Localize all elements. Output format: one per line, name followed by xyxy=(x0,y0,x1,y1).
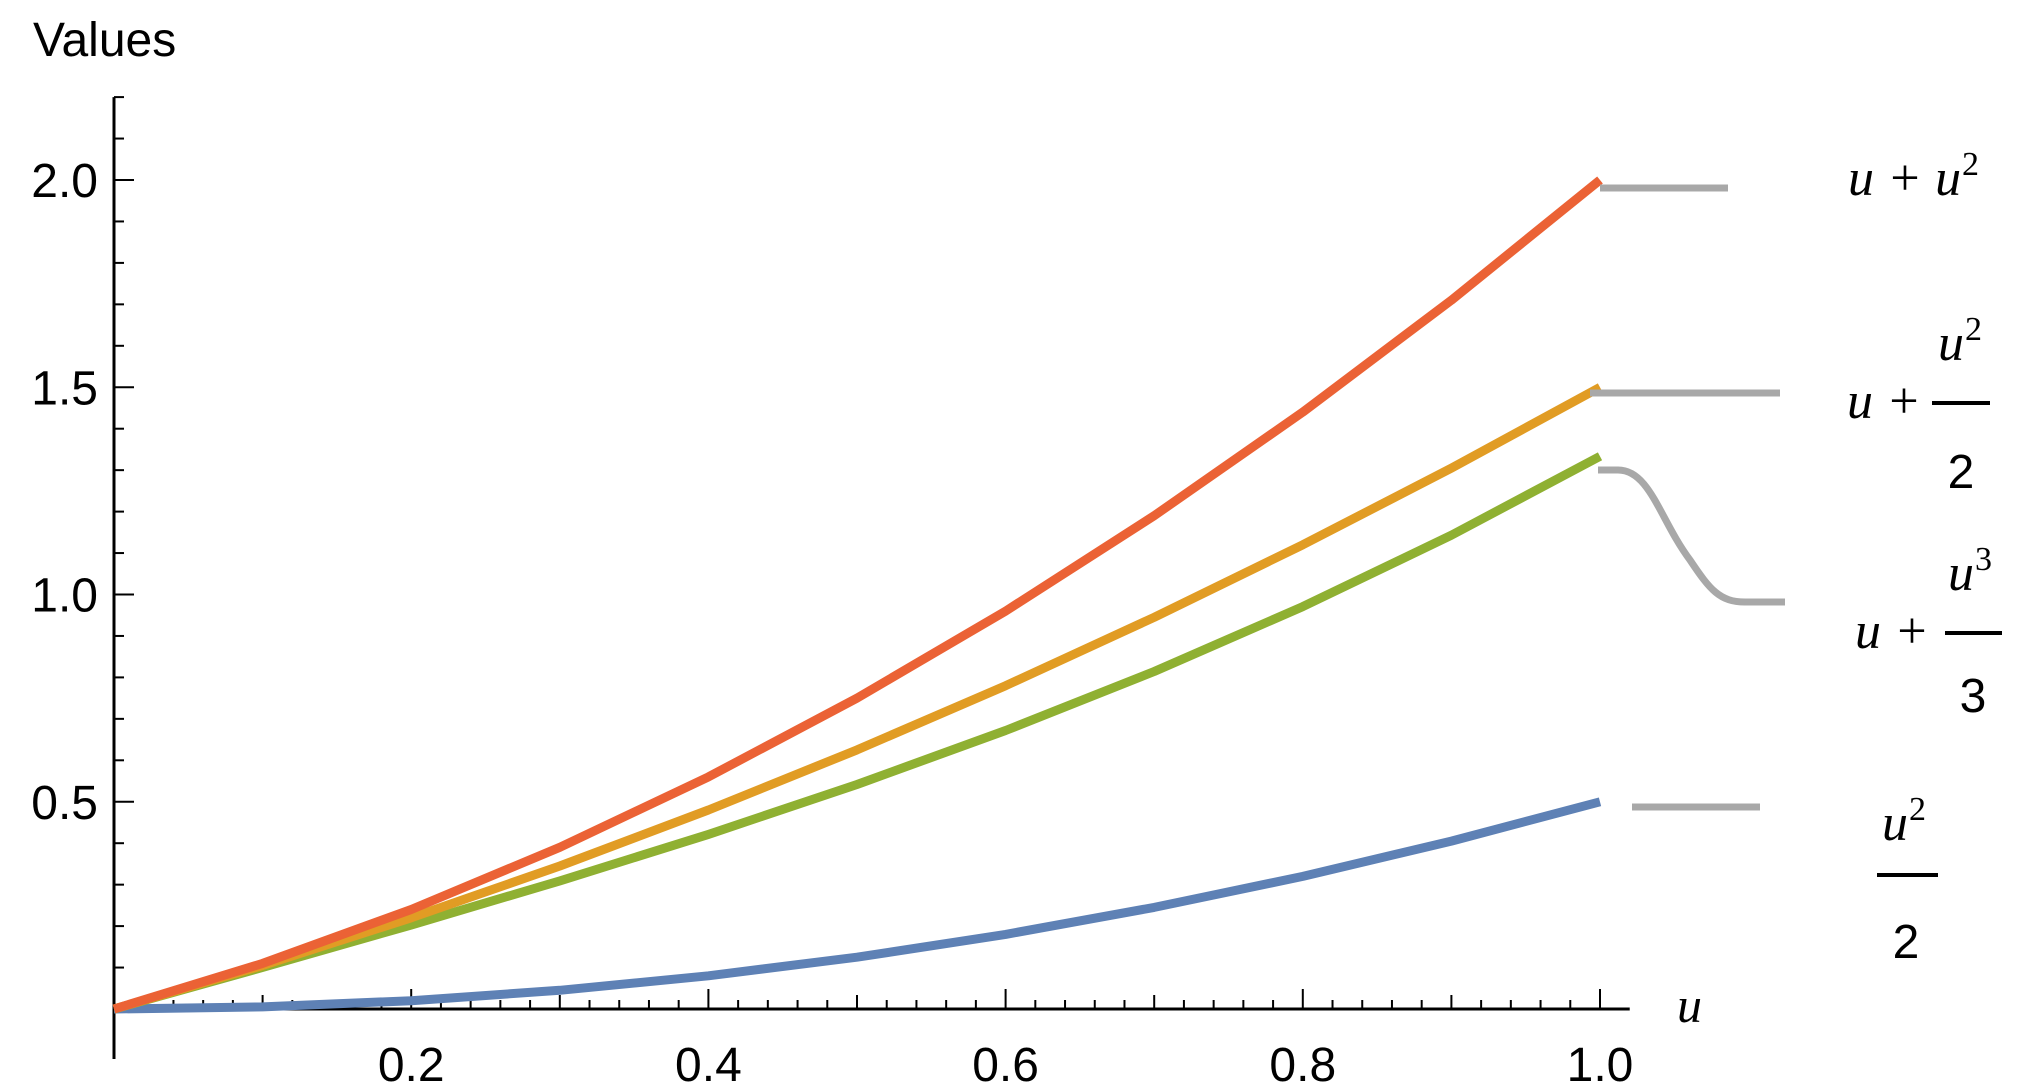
x-tick-label: 0.4 xyxy=(675,1039,742,1091)
series-lines xyxy=(112,176,1603,1014)
label-prefix: u + xyxy=(1855,603,1929,660)
y-tick-label: 0.5 xyxy=(31,777,98,830)
label-leader-lines xyxy=(1590,184,1785,811)
y-tick-label: 2.0 xyxy=(31,155,98,208)
series-line-u_plus_u2 xyxy=(112,176,1603,1014)
series-line-half_u_sq xyxy=(113,797,1602,1014)
label-superscript: 2 xyxy=(1962,146,1979,183)
label-prefix: u + xyxy=(1847,373,1921,430)
y-axis-title: Values xyxy=(33,14,176,67)
x-axis-title: u xyxy=(1677,977,1702,1033)
label-superscript: 3 xyxy=(1975,541,1992,578)
series-label-half_u_sq: u 22 xyxy=(1877,791,1938,969)
y-tick-label: 1.5 xyxy=(31,362,98,415)
x-tick-label: 1.0 xyxy=(1567,1039,1634,1091)
x-tick-label: 0.6 xyxy=(972,1039,1039,1091)
axes: 0.2 0.4 0.6 0.8 1.0 0.5 1.0 1.5 2.0 xyxy=(31,96,1634,1091)
series-label-u_plus_u3_over_3: u +u 33 xyxy=(1855,541,2002,723)
x-tick-label: 0.8 xyxy=(1269,1039,1336,1091)
label-superscript: 2 xyxy=(1909,791,1926,828)
label-numerator: u xyxy=(1948,545,1974,602)
leader-line-u_plus_u3_over_3 xyxy=(1598,466,1785,606)
series-line-u_plus_u2_over_2 xyxy=(112,383,1603,1014)
series-labels: u + u 2u +u 22u +u 33u 22 xyxy=(1847,146,2002,969)
series-line-u_plus_u3_over_3 xyxy=(112,452,1603,1014)
label-numerator: u xyxy=(1938,315,1964,372)
label-numerator: u xyxy=(1882,795,1908,852)
y-tick-label: 1.0 xyxy=(31,570,98,623)
x-tick-label: 0.2 xyxy=(378,1039,445,1091)
series-label-u_plus_u2_over_2: u +u 22 xyxy=(1847,311,1990,499)
label-text: u + u xyxy=(1848,150,1961,207)
label-denominator: 2 xyxy=(1893,916,1920,969)
label-denominator: 3 xyxy=(1960,670,1987,723)
label-denominator: 2 xyxy=(1948,446,1975,499)
label-superscript: 2 xyxy=(1965,311,1982,348)
